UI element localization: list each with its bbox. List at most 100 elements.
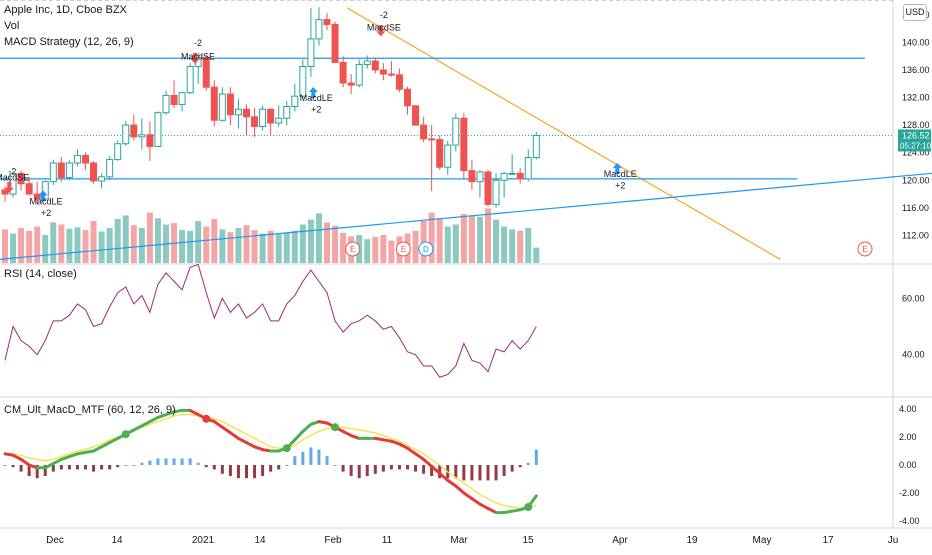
price-badge-countdown: 05:27:10 [900,141,932,150]
candle-body [267,108,275,124]
macd-histogram-bar [462,465,466,481]
macd-line-segment [422,457,434,468]
macd-histogram-bar [325,456,329,465]
macd-legend[interactable]: CM_Ult_MacD_MTF (60, 12, 26, 9) [4,404,176,416]
price-tick-label: 112.00 [902,230,929,240]
macd-histogram-bar [309,447,313,465]
event-label: E [401,245,406,254]
macd-histogram-bar [116,465,120,468]
candle-body [291,95,299,107]
macd-line-segment [140,420,152,428]
macd-histogram-bar [108,465,112,470]
time-tick-label: May [753,535,772,546]
macd-histogram-bar [253,465,257,479]
strategy-legend[interactable]: MACD Strategy (12, 26, 9) [4,36,134,48]
volume-bar [138,228,145,263]
macd-line-segment [236,436,248,445]
macd-histogram-bar [92,465,96,472]
earnings-marker[interactable] [345,241,361,257]
macd-histogram-bar [333,465,337,466]
time-tick-label: Apr [612,535,628,546]
time-tick-label: 14 [111,535,123,546]
macd-line-segment [478,502,490,510]
candle-body [162,94,170,114]
candle-body [500,172,508,181]
candle-body [460,117,468,172]
dividend-marker[interactable] [418,241,434,257]
macd-series [3,408,538,515]
macd-tick-label: -4.00 [899,516,920,526]
candle-body [243,108,250,118]
volume-bar [98,231,105,263]
candle-body [259,108,267,127]
volume-bar [380,235,387,263]
macd-line-segment [245,441,257,449]
volume-bar [74,227,81,263]
signal-label: -2 [380,10,388,20]
event-label: E [350,245,355,254]
macd-tick-label: 2.00 [899,432,917,442]
candle-body [395,74,403,90]
candle-body [404,88,411,107]
volume-bar [460,214,467,263]
macd-histogram-bar [357,465,361,479]
candle-body [283,105,291,119]
symbol-title[interactable]: Apple Inc, 1D, Cboe BZX [4,4,127,16]
macd-histogram-bar [397,465,401,470]
earnings-marker[interactable] [857,241,873,257]
rsi-line [4,263,537,378]
candle-body [347,82,355,86]
macd-histogram-bar [148,460,152,465]
time-tick-label: 17 [822,535,834,546]
currency-button[interactable]: USD [903,4,927,21]
macd-line-segment [212,420,224,429]
macd-histogram-bar [35,465,39,479]
macd-histogram-bar [373,465,377,474]
candle-body [307,38,315,67]
macd-line-segment [454,484,466,495]
macd-line-segment [486,506,498,515]
signal-label: -2 [8,167,16,177]
signal-label: +2 [41,208,51,218]
macd-histogram-bar [454,465,458,479]
volume-bar [283,232,290,263]
candle-body [452,117,460,146]
signal-label: MacdLE [604,169,637,179]
price-tick-label: 124.00 [902,148,930,158]
price-tick-label: 128.00 [902,120,930,130]
volume-bar [26,230,33,263]
macd-histogram-bar [75,465,79,470]
macd-histogram-bar [317,449,321,465]
macd-line-segment [341,429,353,438]
volume-bar [146,212,153,263]
earnings-marker[interactable] [395,241,411,257]
price-tick-label: 132.00 [902,93,930,103]
volume-bar [259,233,266,263]
trendline-descending[interactable] [346,7,781,261]
candle-body [508,172,516,175]
macd-histogram-bar [27,465,31,476]
volume-bar [517,230,524,263]
trendline-ascending[interactable] [0,164,932,260]
macd-cross-dot [202,414,211,423]
candle-body [234,108,242,116]
macd-line-segment [470,497,482,506]
volume-bar [66,228,73,263]
candle-body [516,172,524,180]
price-tick-label: 140.00 [902,37,930,47]
macd-histogram-bar [470,465,474,481]
signal-line [5,413,537,510]
candle-body [57,162,65,179]
candle-body [428,138,436,141]
macd-cross-dot [524,503,533,511]
macd-histogram-bar [341,465,345,472]
macd-histogram-bar [132,465,136,466]
macd-histogram-bar [59,465,63,470]
time-tick-label: Feb [324,535,342,546]
rsi-legend[interactable]: RSI (14, close) [4,268,77,280]
candle-body [98,176,106,182]
candle-body [444,144,452,168]
candle-body [138,134,146,138]
volume-legend[interactable]: Vol [4,20,20,32]
macd-line-segment [132,424,144,432]
